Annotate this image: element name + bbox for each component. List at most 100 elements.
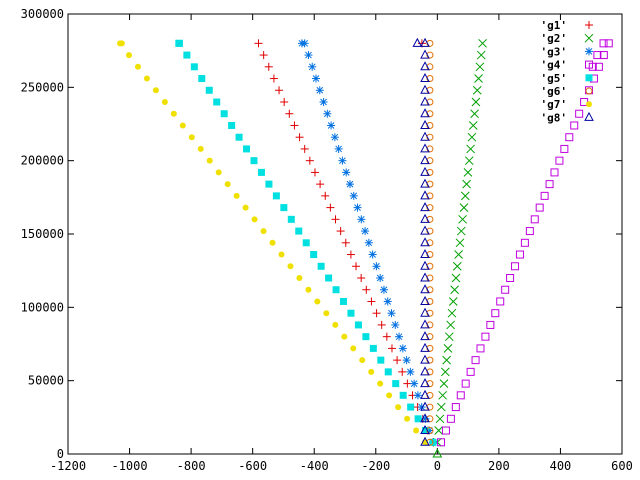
data-point: [190, 63, 198, 71]
data-point: [570, 121, 579, 130]
data-point: [560, 144, 569, 153]
data-point: [368, 368, 375, 375]
data-point: [525, 227, 534, 236]
data-point: [420, 272, 430, 282]
data-point: [420, 284, 430, 294]
data-point: [470, 109, 479, 119]
data-point: [604, 39, 613, 48]
data-point: [420, 72, 430, 83]
data-point: [420, 131, 430, 141]
data-point: [325, 274, 333, 282]
legend-marker: [585, 21, 593, 29]
data-point: [454, 250, 463, 259]
legend-marker: [584, 111, 594, 121]
data-point: [462, 179, 471, 189]
data-point: [361, 227, 370, 236]
data-point: [175, 39, 183, 47]
data-point: [278, 251, 285, 258]
data-point: [491, 309, 500, 318]
data-point: [377, 356, 385, 364]
data-point: [285, 109, 294, 118]
data-point: [413, 391, 422, 400]
data-point: [440, 367, 450, 377]
data-point: [346, 250, 355, 259]
data-point: [287, 215, 295, 223]
data-point: [349, 191, 358, 200]
series-g8: [412, 37, 430, 446]
series-g7: [117, 40, 429, 446]
data-point: [446, 414, 455, 423]
y-tick-label: 150000: [21, 227, 64, 241]
data-point: [420, 260, 430, 270]
data-point: [342, 168, 351, 177]
data-point: [242, 204, 249, 211]
legend-label: 'g1': [541, 19, 568, 32]
y-tick-label: 250000: [21, 80, 64, 94]
data-point: [452, 261, 462, 271]
data-point: [438, 390, 448, 400]
data-point: [386, 392, 393, 399]
data-point: [420, 354, 430, 364]
legend-label: 'g5': [541, 72, 568, 85]
data-point: [472, 85, 482, 95]
data-point: [297, 39, 306, 48]
data-point: [353, 203, 362, 212]
data-point: [327, 121, 336, 130]
x-tick-label: 0: [434, 459, 441, 473]
data-point: [420, 237, 430, 247]
data-point: [197, 145, 204, 152]
data-point: [403, 379, 412, 388]
data-point: [471, 356, 480, 365]
data-point: [183, 51, 191, 59]
data-point: [359, 357, 366, 364]
data-point: [420, 225, 430, 235]
data-point: [448, 297, 458, 306]
data-point: [134, 63, 141, 70]
legend-marker: [585, 47, 593, 56]
data-point: [316, 180, 325, 189]
data-point: [369, 344, 377, 352]
data-point: [450, 285, 459, 295]
data-point: [331, 215, 340, 224]
data-point: [420, 143, 430, 153]
x-tick-label: 200: [488, 459, 510, 473]
data-point: [228, 121, 236, 129]
data-point: [345, 180, 354, 189]
x-tick-label: -200: [361, 459, 390, 473]
data-point: [420, 84, 430, 94]
data-point: [420, 389, 430, 399]
x-tick-label: -800: [177, 459, 206, 473]
data-point: [368, 250, 377, 259]
y-tick-label: 200000: [21, 154, 64, 168]
data-point: [341, 333, 348, 340]
data-point: [420, 319, 430, 329]
data-point: [377, 320, 386, 329]
data-point: [451, 403, 460, 412]
data-point: [575, 109, 584, 118]
data-point: [420, 190, 430, 200]
data-point: [420, 213, 430, 223]
data-point: [420, 178, 430, 188]
data-point: [565, 133, 574, 142]
data-point: [535, 203, 544, 212]
data-point: [198, 75, 206, 83]
data-point: [254, 39, 263, 48]
data-point: [395, 332, 404, 341]
data-point: [520, 238, 529, 247]
data-point: [387, 309, 396, 318]
data-point: [362, 333, 370, 341]
data-point: [442, 355, 452, 365]
data-point: [334, 144, 343, 153]
data-point: [540, 191, 549, 200]
data-point: [393, 356, 402, 365]
data-point: [422, 427, 430, 435]
data-point: [550, 168, 559, 177]
data-point: [402, 356, 411, 365]
data-point: [317, 262, 325, 270]
data-point: [330, 133, 339, 142]
data-point: [220, 110, 228, 118]
data-point: [235, 133, 243, 141]
data-point: [272, 192, 280, 200]
data-point: [251, 216, 258, 223]
data-point: [481, 332, 490, 341]
